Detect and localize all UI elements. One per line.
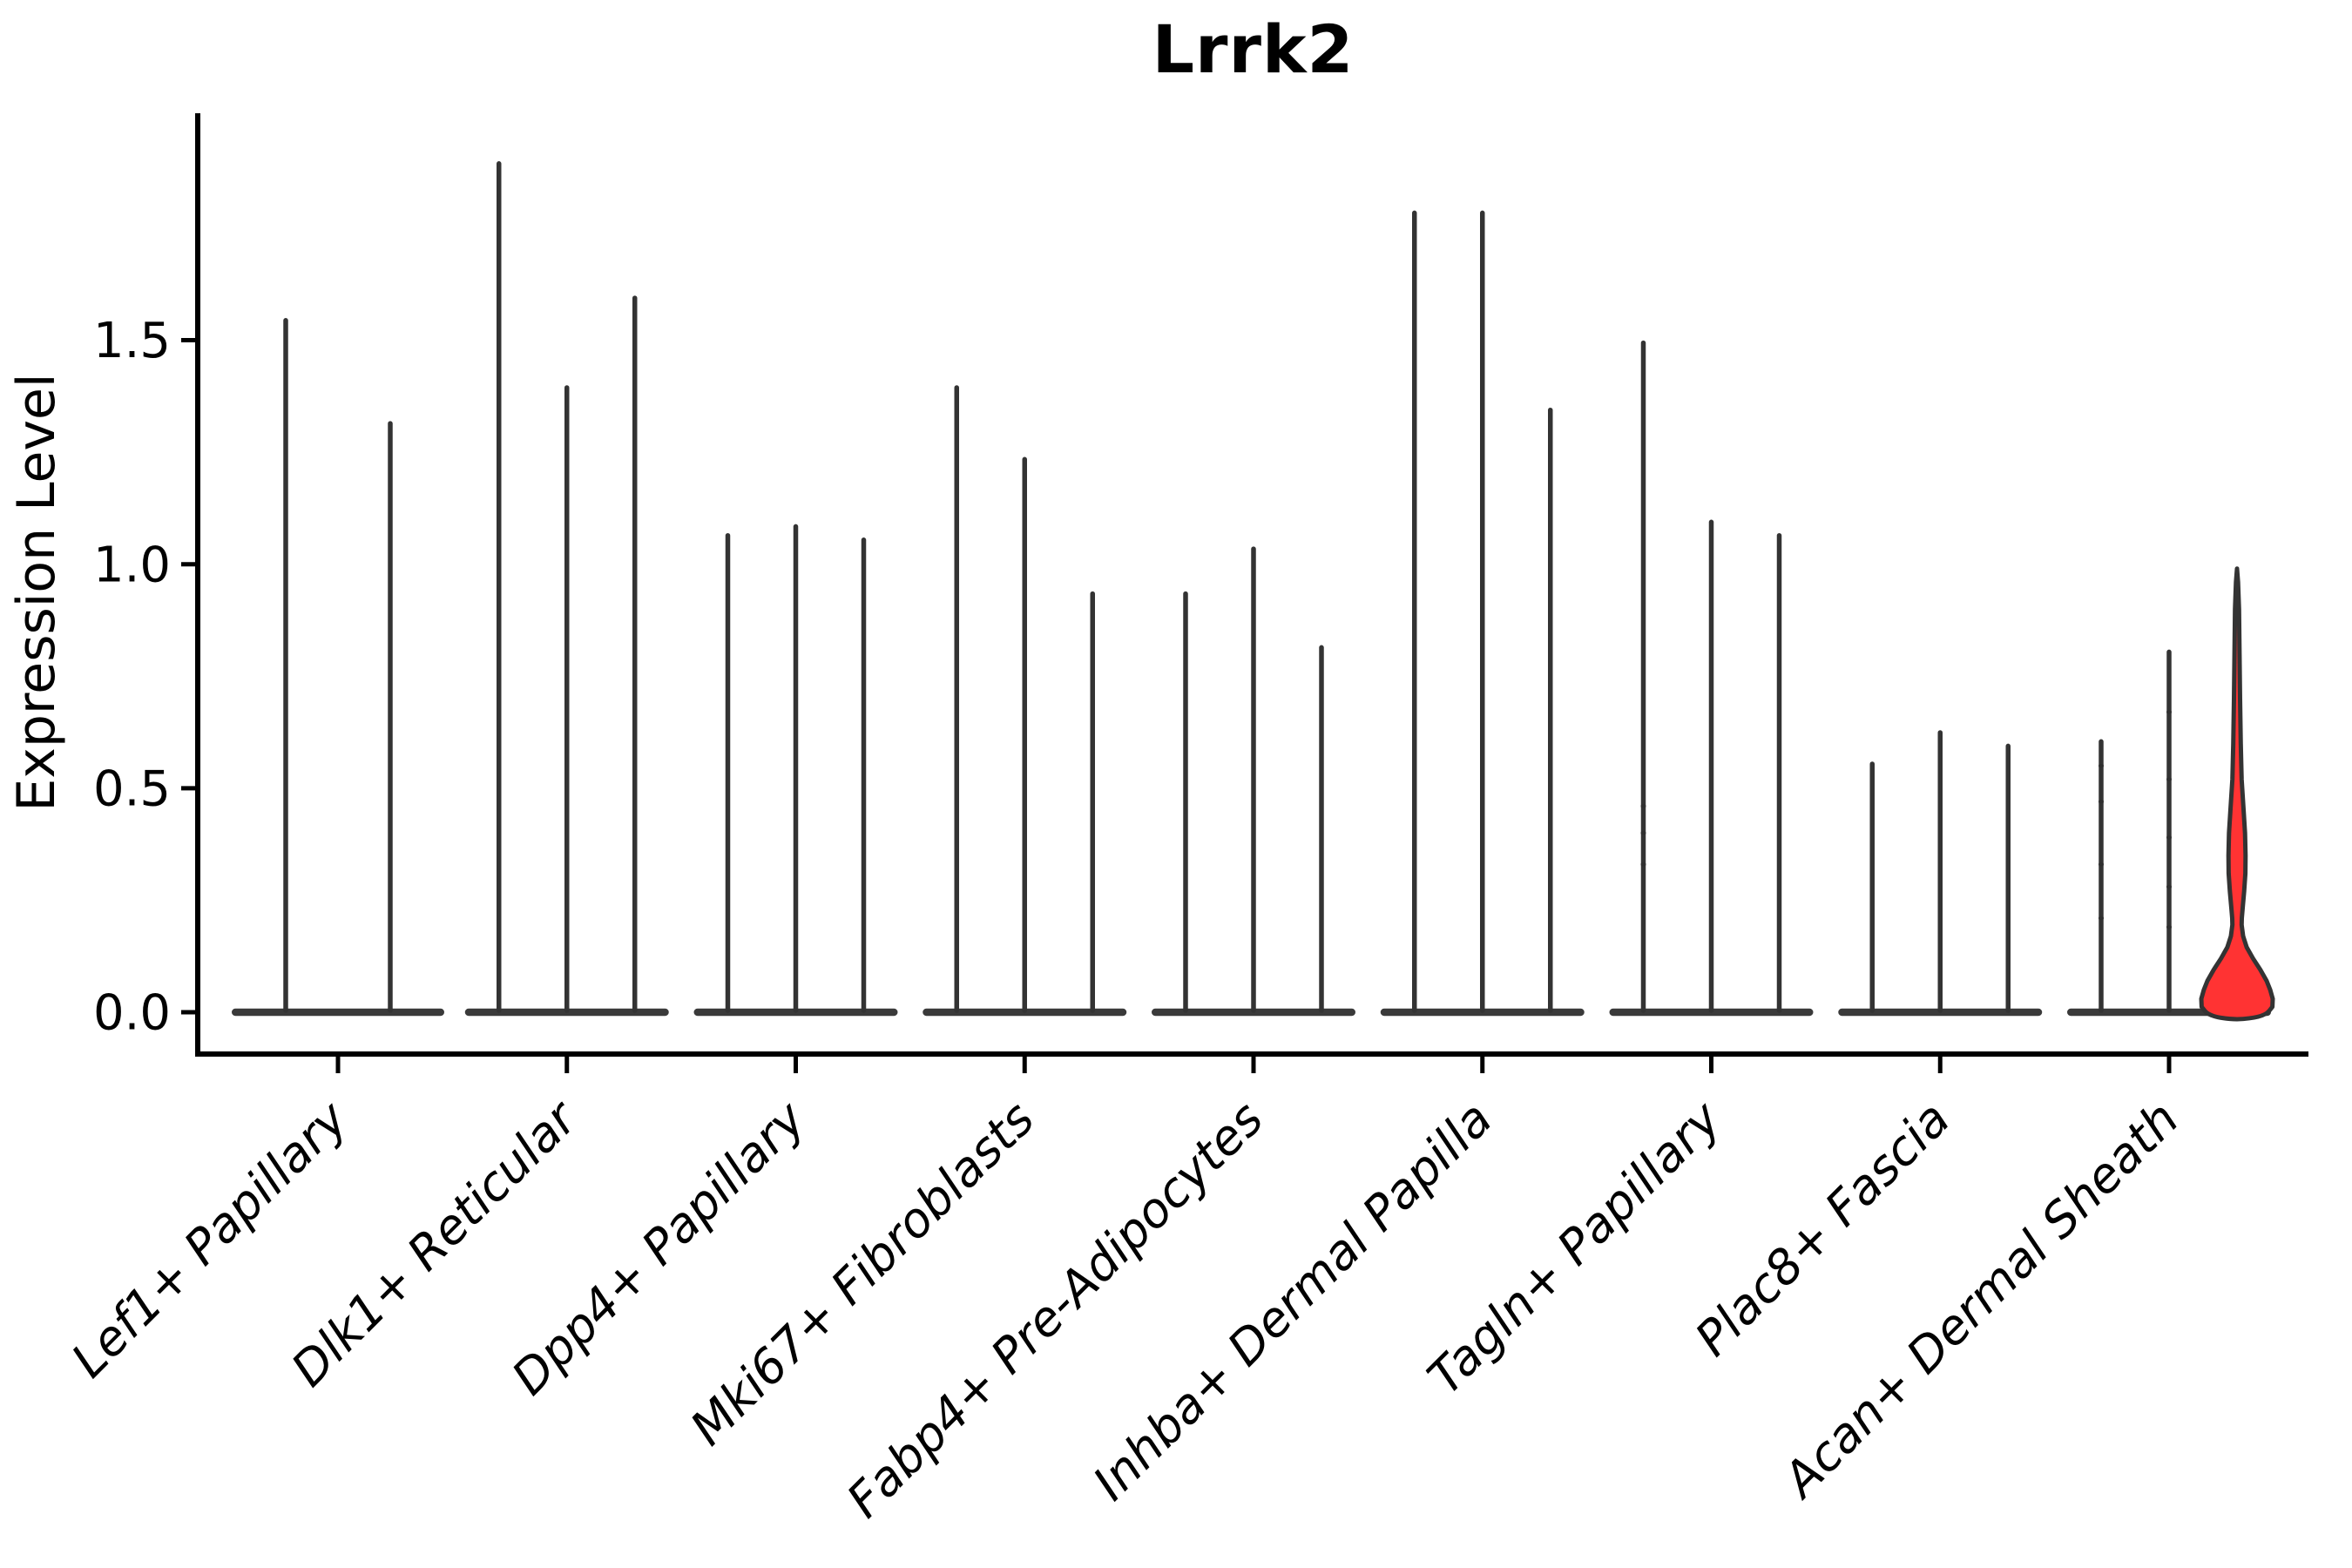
jitter-point [2166, 885, 2172, 889]
x-tick-label: Acan+ Dermal Sheath [1771, 1091, 2190, 1510]
y-tick-label: 0.0 [93, 985, 171, 1042]
jitter-point [1640, 831, 1646, 835]
jitter-point [2099, 862, 2104, 867]
jitter-point [2166, 710, 2172, 714]
x-tick-label: Inhba+ Dermal Papilla [1082, 1091, 1502, 1511]
jitter-point [2166, 925, 2172, 929]
violin-filled [2199, 566, 2275, 1022]
jitter-point [2166, 835, 2172, 840]
violin-baseline [232, 1008, 444, 1017]
jitter-point [1640, 862, 1646, 867]
x-tick-label: Fabp4+ Pre-Adipocytes [836, 1091, 1274, 1528]
jitter-point [2166, 777, 2172, 781]
y-tick-label: 0.5 [93, 760, 171, 817]
jitter-point [1640, 804, 1646, 808]
jitter-point [2099, 764, 2104, 768]
chart-title: Lrrk2 [1152, 10, 1355, 88]
y-tick-label: 1.0 [93, 537, 171, 593]
jitter-point [2099, 916, 2104, 920]
jitter-point [2099, 800, 2104, 804]
y-axis-label: Expression Level [6, 373, 67, 811]
y-tick-label: 1.5 [93, 313, 171, 369]
